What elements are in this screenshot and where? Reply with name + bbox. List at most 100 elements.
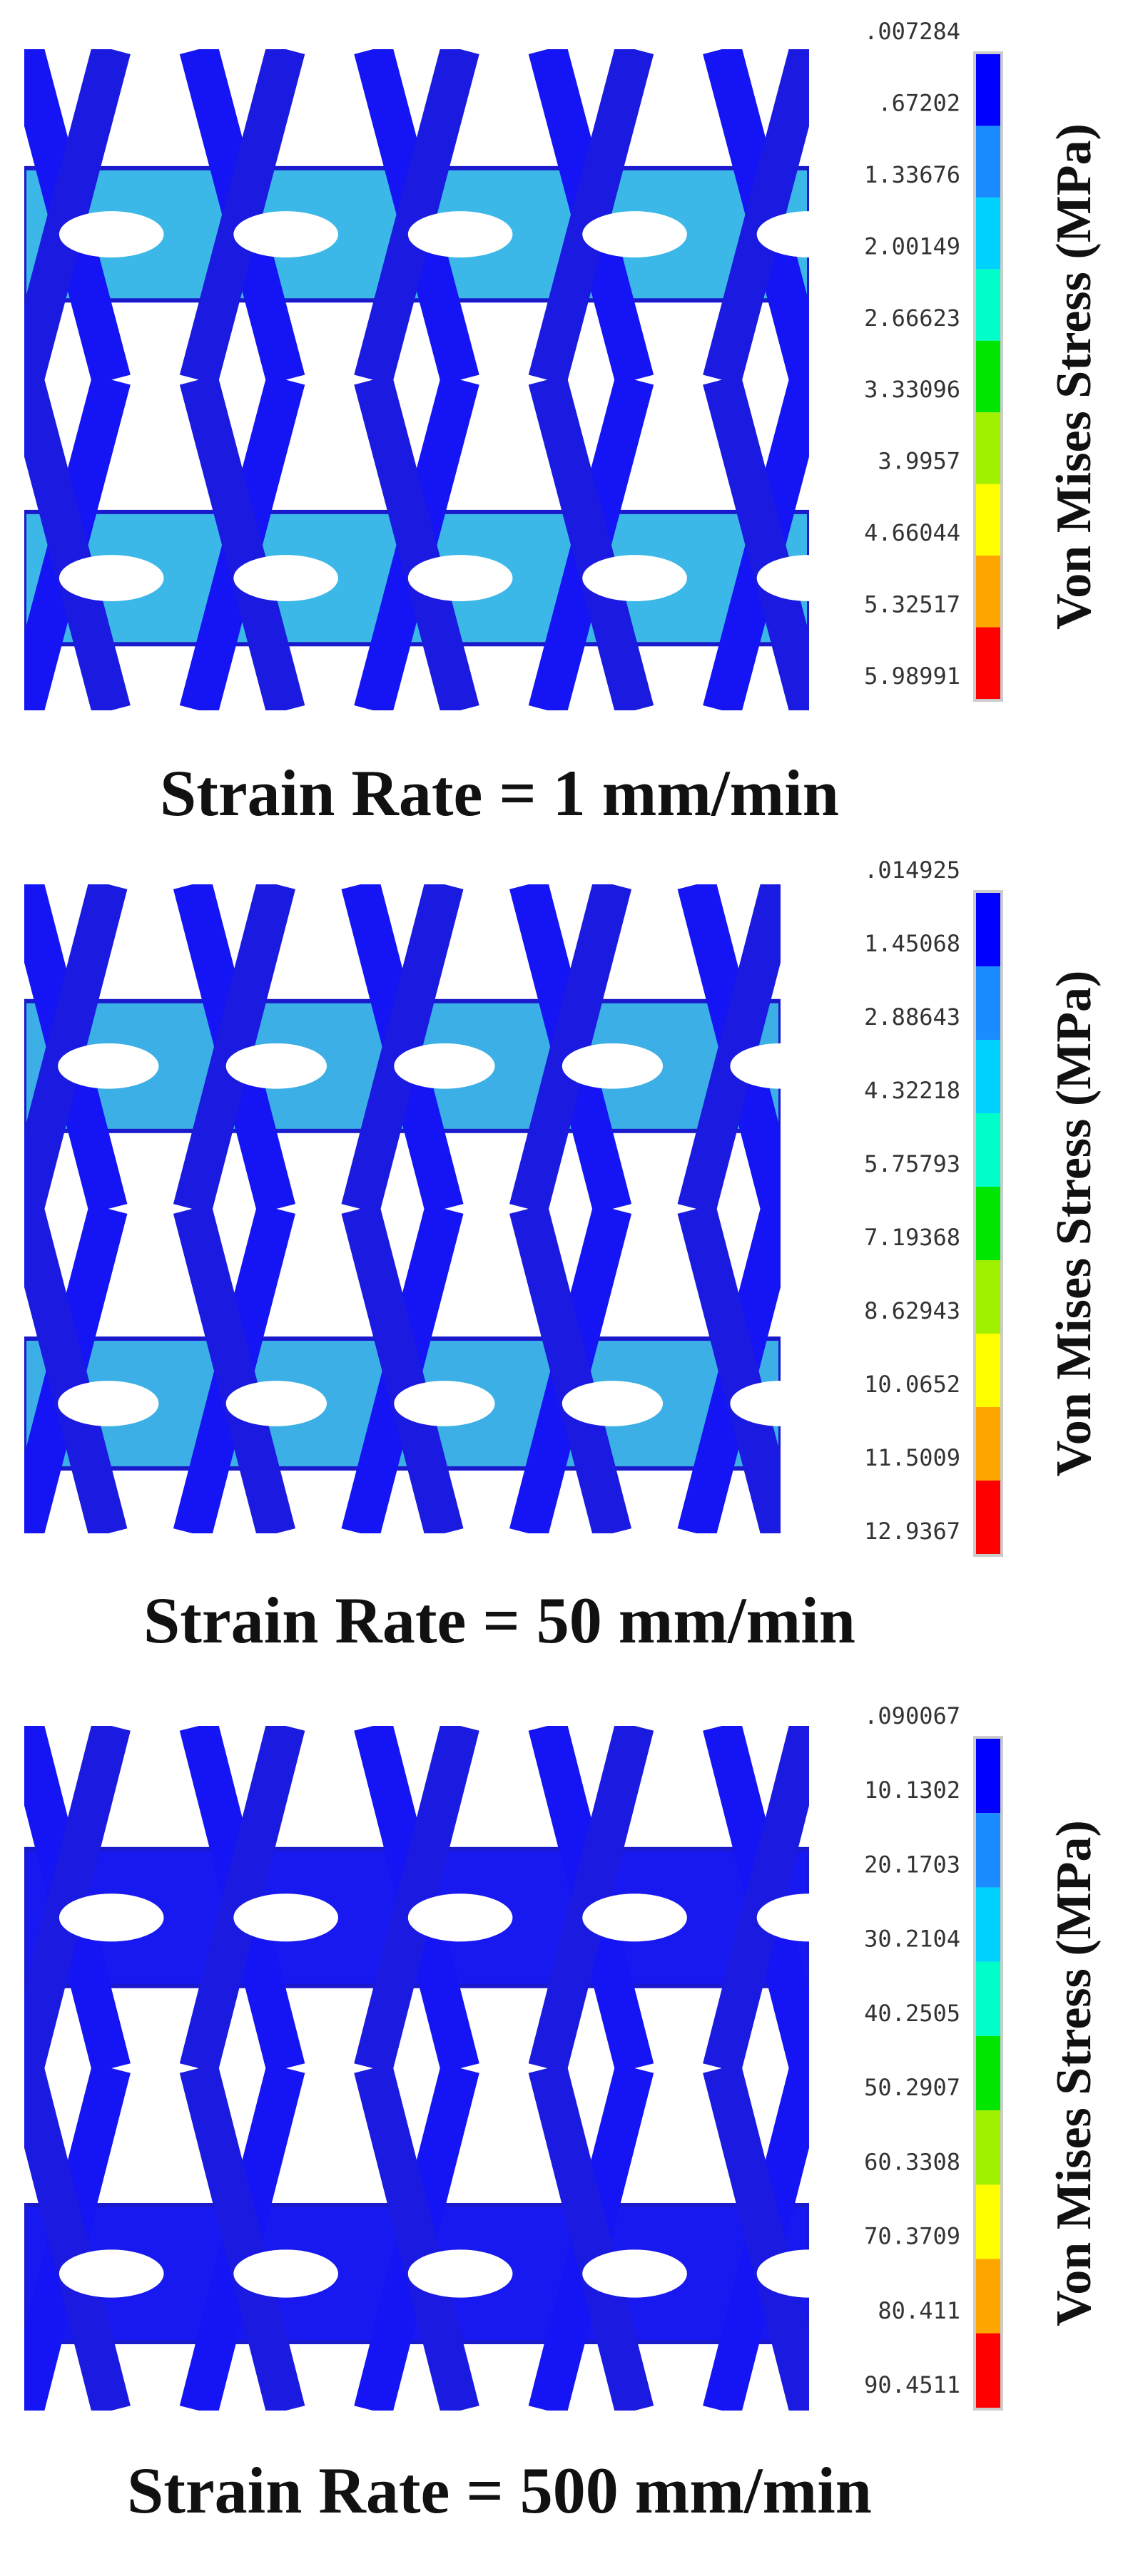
axis-label: Von Mises Stress (MPa) bbox=[1047, 971, 1102, 1477]
band-hole bbox=[407, 211, 513, 258]
legend-label: 80.411 bbox=[878, 2297, 960, 2324]
strut bbox=[24, 374, 131, 710]
strut bbox=[341, 884, 464, 1214]
caption: Strain Rate = 1 mm/min bbox=[160, 757, 839, 829]
strut bbox=[354, 374, 479, 710]
band-hole bbox=[562, 1043, 664, 1089]
legend-label: 1.33676 bbox=[864, 161, 960, 188]
band-hole bbox=[582, 2249, 687, 2298]
colorbar-band bbox=[976, 556, 1000, 628]
caption: Strain Rate = 50 mm/min bbox=[143, 1584, 855, 1657]
legend-label: 11.5009 bbox=[864, 1444, 960, 1471]
legend-label: 30.2104 bbox=[864, 1926, 960, 1953]
colorbar-band bbox=[976, 2184, 1000, 2259]
legend-label: .014925 bbox=[864, 857, 960, 884]
legend-label: 60.3308 bbox=[864, 2148, 960, 2175]
strut bbox=[354, 49, 479, 385]
band-hole bbox=[394, 1381, 495, 1426]
legend-label: 4.66044 bbox=[864, 519, 960, 546]
legend-label: 7.19368 bbox=[864, 1224, 960, 1251]
strut bbox=[509, 884, 632, 1214]
strut bbox=[703, 1726, 809, 2073]
band-hole bbox=[756, 1893, 809, 1942]
colorbar-band bbox=[976, 1887, 1000, 1962]
band-hole bbox=[562, 1381, 664, 1426]
strut bbox=[179, 1726, 305, 2073]
strut bbox=[179, 2063, 305, 2411]
lattice-image bbox=[24, 1726, 809, 2411]
band-hole bbox=[394, 1043, 495, 1089]
strut bbox=[179, 49, 305, 385]
strut bbox=[24, 1726, 131, 2073]
legend-label: 3.33096 bbox=[864, 376, 960, 403]
legend-label: 40.2505 bbox=[864, 2000, 960, 2027]
strut bbox=[354, 2063, 479, 2411]
band-hole bbox=[730, 1043, 781, 1089]
colorbar-band bbox=[976, 2035, 1000, 2111]
legend-label: 2.66623 bbox=[864, 305, 960, 332]
band-hole bbox=[756, 211, 809, 257]
strut bbox=[528, 2063, 654, 2411]
axis-label: Von Mises Stress (MPa) bbox=[1047, 123, 1102, 630]
band-hole bbox=[59, 555, 164, 602]
band-hole bbox=[59, 1893, 164, 1942]
band-hole bbox=[59, 2249, 164, 2298]
colorbar-band bbox=[976, 1481, 1000, 1554]
legend-label: .090067 bbox=[864, 1702, 960, 1729]
strut bbox=[24, 884, 128, 1214]
colorbar-band bbox=[976, 126, 1000, 198]
lattice-image bbox=[24, 49, 809, 710]
lattice-image bbox=[24, 884, 781, 1533]
legend-label: 1.45068 bbox=[864, 930, 960, 957]
colorbar-band bbox=[976, 1813, 1000, 1888]
strut bbox=[24, 49, 131, 385]
band-hole bbox=[58, 1043, 159, 1089]
band-hole bbox=[233, 2249, 338, 2298]
colorbar-band bbox=[976, 2110, 1000, 2185]
band-hole bbox=[582, 555, 687, 602]
legend-label: 90.4511 bbox=[864, 2371, 960, 2398]
colorbar-band bbox=[976, 269, 1000, 341]
colorbar-band bbox=[976, 893, 1000, 966]
legend-label: 70.3709 bbox=[864, 2223, 960, 2250]
colorbar-band bbox=[976, 1260, 1000, 1334]
band-hole bbox=[407, 2249, 513, 2298]
band-hole bbox=[582, 211, 687, 258]
colorbar-band bbox=[976, 2333, 1000, 2408]
strut bbox=[703, 2063, 809, 2411]
legend-label: 10.1302 bbox=[864, 1777, 960, 1804]
legend-label: 10.0652 bbox=[864, 1371, 960, 1398]
band-hole bbox=[756, 555, 809, 602]
band-hole bbox=[58, 1381, 159, 1426]
legend-label: 3.9957 bbox=[878, 448, 960, 475]
legend-label: 8.62943 bbox=[864, 1297, 960, 1324]
legend-label: 5.32517 bbox=[864, 591, 960, 618]
band-hole bbox=[225, 1043, 327, 1089]
colorbar-band bbox=[976, 966, 1000, 1040]
strut bbox=[528, 49, 654, 385]
colorbar-band bbox=[976, 1187, 1000, 1260]
strut bbox=[528, 374, 654, 710]
strut bbox=[509, 1204, 632, 1533]
band-hole bbox=[407, 1893, 513, 1942]
caption: Strain Rate = 500 mm/min bbox=[127, 2454, 872, 2527]
legend-label: 2.00149 bbox=[864, 232, 960, 260]
legend-label: 50.2907 bbox=[864, 2074, 960, 2101]
colorbar-band bbox=[976, 484, 1000, 556]
legend-label: 5.75793 bbox=[864, 1150, 960, 1177]
strut bbox=[24, 1204, 128, 1533]
legend-label: 5.98991 bbox=[864, 663, 960, 690]
legend-label: 2.88643 bbox=[864, 1003, 960, 1031]
band-hole bbox=[233, 1893, 338, 1942]
colorbar-band bbox=[976, 2259, 1000, 2334]
colorbar-band bbox=[976, 1739, 1000, 1814]
band-hole bbox=[756, 2249, 809, 2298]
colorbar-band bbox=[976, 1334, 1000, 1407]
band-hole bbox=[233, 211, 338, 258]
colorbar-band bbox=[976, 412, 1000, 484]
colorbar-band bbox=[976, 1961, 1000, 2036]
strut bbox=[528, 1726, 654, 2073]
legend-label: .67202 bbox=[878, 89, 960, 116]
colorbar-band bbox=[976, 627, 1000, 699]
